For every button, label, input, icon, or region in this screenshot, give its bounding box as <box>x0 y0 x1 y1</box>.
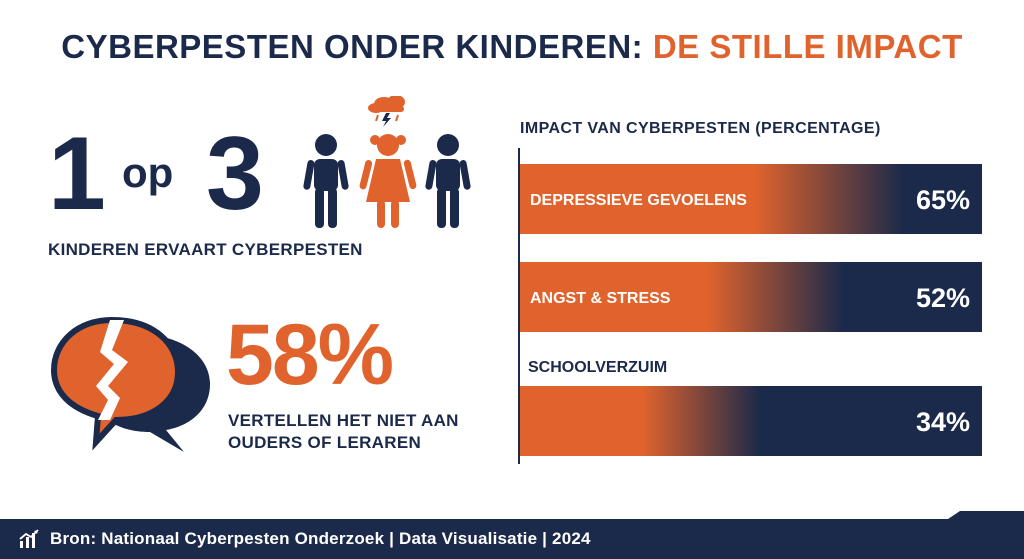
storm-cloud-icon <box>368 96 405 127</box>
page-title: CYBERPESTEN ONDER KINDEREN: DE STILLE IM… <box>0 28 1024 66</box>
bar-value-label-1: 65% <box>916 185 970 215</box>
bar-category-label-2: ANGST & STRESS <box>530 290 671 307</box>
children-group-icon <box>303 96 471 228</box>
impact-bar-chart: DEPRESSIEVE GEVOELENS 65% ANGST & STRESS 52… <box>518 148 982 464</box>
bar-category-label-3: SCHOOLVERZUIM <box>528 359 667 376</box>
footer-corner-decoration <box>948 511 1024 519</box>
stat-one-number-b: 3 <box>206 116 264 232</box>
chart-title: IMPACT VAN CYBERPESTEN (PERCENTAGE) <box>520 120 881 137</box>
stat-two-label: VERTELLEN HET NIET AAN OUDERS OF LERAREN <box>228 410 459 454</box>
stat-one-ratio: 1 op 3 <box>48 96 471 238</box>
stat-two-label-line1: VERTELLEN HET NIET AAN <box>228 411 459 430</box>
bar-value-label-3: 34% <box>916 407 970 437</box>
footer-source-text: Bron: Nationaal Cyberpesten Onderzoek | … <box>50 529 591 548</box>
stat-one-number-a: 1 <box>48 116 106 232</box>
bar-chart-icon <box>19 529 39 548</box>
title-accent: DE STILLE IMPACT <box>652 28 963 65</box>
footer-bar: Bron: Nationaal Cyberpesten Onderzoek | … <box>0 511 1024 559</box>
bar-3 <box>520 386 982 456</box>
broken-speech-bubbles-icon <box>50 316 210 452</box>
bar-value-label-2: 52% <box>916 283 970 313</box>
stat-one-connector: op <box>122 149 174 196</box>
title-main: CYBERPESTEN ONDER KINDEREN: <box>61 28 653 65</box>
bar-1 <box>520 164 982 234</box>
bar-2 <box>520 262 982 332</box>
stat-two-label-line2: OUDERS OF LERAREN <box>228 433 422 453</box>
bar-category-label-1: DEPRESSIEVE GEVOELENS <box>530 192 747 209</box>
stat-two-value: 58% <box>226 307 394 403</box>
stat-one-label: KINDEREN ERVAART CYBERPESTEN <box>48 240 363 259</box>
